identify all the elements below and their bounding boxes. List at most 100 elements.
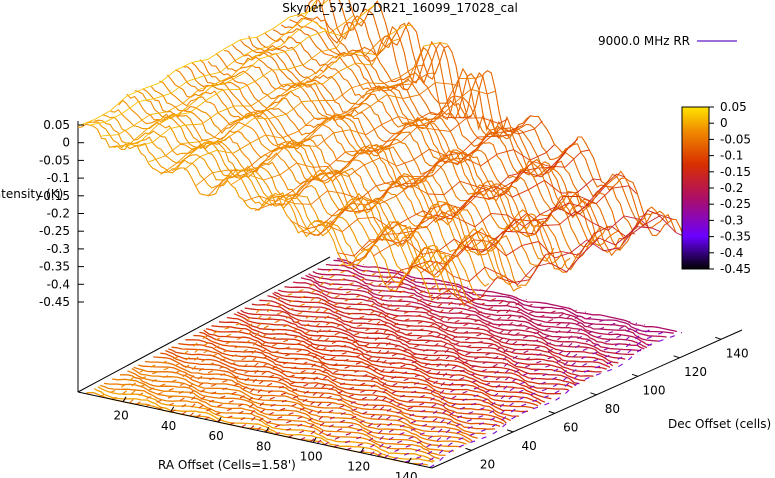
contour-line (300, 304, 553, 441)
colorbar-tick-label: -0.3 (720, 213, 743, 227)
surface-column (383, 175, 401, 197)
surface-column (235, 50, 253, 61)
surface-column (197, 137, 214, 143)
surface-column (213, 122, 231, 139)
surface-column (378, 196, 396, 205)
surface-column (417, 265, 434, 277)
surface-column (290, 84, 308, 92)
surface-column (553, 146, 571, 168)
surface-column (256, 28, 274, 38)
surface-row (77, 123, 433, 301)
surface-column (398, 230, 415, 235)
surface-column (449, 117, 467, 132)
surface-column (400, 265, 418, 271)
surface-column (283, 193, 300, 197)
surface-column (423, 41, 441, 47)
surface-column (126, 88, 144, 97)
surface-row (215, 53, 571, 270)
surface-column (437, 238, 455, 252)
surface-column (191, 58, 209, 63)
surface-column (113, 143, 130, 148)
surface-column (331, 170, 349, 177)
surface-column (313, 220, 331, 225)
surface-column (384, 141, 402, 148)
surface-column (579, 196, 597, 205)
surface-column (480, 277, 498, 298)
contour-line (377, 320, 631, 457)
surface-column (268, 146, 285, 164)
contour-line (404, 326, 657, 463)
surface-column (494, 134, 511, 137)
contour-line (240, 309, 580, 385)
surface-column (349, 255, 366, 265)
surface-column (504, 171, 522, 194)
surface-row (289, 18, 644, 252)
contour-line (346, 314, 599, 451)
surface-column (365, 123, 383, 136)
surface-column (513, 279, 530, 283)
surface-column (341, 218, 359, 233)
legend-label: 9000.0 MHz RR (598, 34, 690, 48)
contour-line (157, 273, 410, 410)
surface-column (294, 203, 312, 205)
surface-column (296, 162, 313, 168)
surface-column (581, 149, 590, 153)
surface-column (635, 226, 653, 229)
colorbar-tick-label: -0.1 (720, 149, 743, 163)
surface-column (272, 16, 290, 29)
surface-column (252, 46, 269, 52)
contour-line (86, 391, 428, 466)
surface-column (210, 81, 228, 88)
surface-column (411, 184, 429, 195)
surface-column (312, 165, 329, 168)
surface-column (321, 114, 339, 126)
surface-column (364, 157, 381, 166)
surface-column (380, 157, 398, 167)
surface-column (337, 252, 354, 257)
x-tick-label: 20 (113, 409, 128, 423)
contour-line (133, 366, 473, 442)
surface-column (296, 20, 314, 32)
contour-line (111, 263, 365, 400)
contour-line (300, 277, 642, 352)
base-edge (77, 256, 331, 393)
colorbar-gradient (681, 106, 710, 270)
surface-column (182, 89, 200, 104)
surface-column (215, 75, 232, 85)
surface-column (201, 112, 219, 125)
surface-column (316, 132, 334, 147)
surface-row (272, 28, 628, 253)
dec-axis-ticks: 20 40 60 80 100 120 140 (465, 336, 749, 471)
surface-column (577, 232, 595, 256)
surface-row (94, 119, 449, 293)
surface-column (340, 153, 358, 173)
surface-column (328, 151, 346, 167)
surface-column (492, 175, 510, 192)
surface-column (160, 162, 178, 175)
surface-column (433, 128, 451, 132)
surface-column (368, 2, 378, 10)
x-tick-mark (122, 396, 127, 402)
surface-column (287, 63, 305, 70)
contour-line (256, 295, 510, 431)
x-tick-mark (312, 437, 317, 443)
surface-row (126, 93, 482, 300)
surface-column (435, 82, 452, 85)
z-tick-label: -0.3 (47, 242, 70, 256)
surface-row (224, 49, 579, 273)
contour-line (277, 289, 619, 364)
y-tick-mark (548, 410, 555, 414)
surface-column (302, 231, 319, 236)
y-tick-mark (673, 355, 680, 359)
surface-column (446, 203, 464, 210)
surface-column (624, 215, 641, 221)
contour-line (127, 370, 467, 445)
surface-column (547, 196, 564, 219)
surface-column (360, 51, 377, 56)
surface-column (550, 262, 567, 273)
surface-column (334, 87, 352, 101)
contour-line (316, 308, 571, 444)
surface-column (229, 115, 247, 124)
